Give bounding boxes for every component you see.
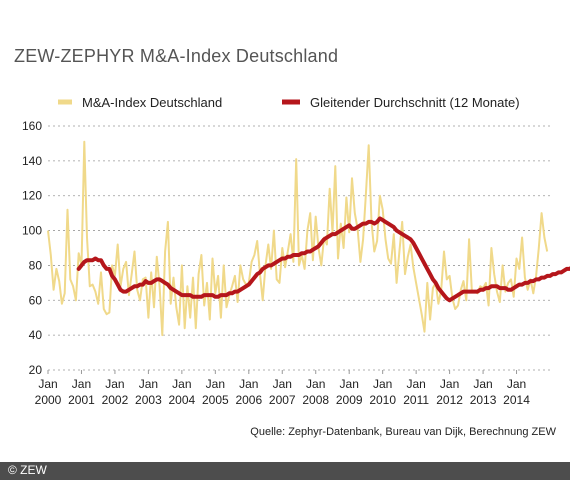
x-tick-label-year: 2007 (269, 393, 296, 407)
x-tick-label-month: Jan (306, 377, 325, 391)
source-note: Quelle: Zephyr-Datenbank, Bureau van Dij… (250, 426, 556, 438)
x-tick-label-month: Jan (406, 377, 425, 391)
x-tick-label-month: Jan (172, 377, 191, 391)
x-tick-label-year: 2004 (169, 393, 196, 407)
x-tick-label-year: 2001 (68, 393, 95, 407)
x-tick-label-month: Jan (340, 377, 359, 391)
y-tick-label: 60 (29, 293, 43, 307)
x-tick-label-month: Jan (105, 377, 124, 391)
x-tick-label-month: Jan (440, 377, 459, 391)
x-tick-label-month: Jan (139, 377, 158, 391)
footer-bar: © ZEW (0, 462, 570, 480)
y-tick-label: 80 (29, 258, 43, 272)
x-tick-label-month: Jan (72, 377, 91, 391)
legend-label-moving-average: Gleitender Durchschnitt (12 Monate) (310, 95, 520, 110)
x-tick-label-year: 2008 (302, 393, 329, 407)
y-tick-label: 100 (22, 224, 42, 238)
x-tick-label-year: 2000 (35, 393, 62, 407)
y-tick-label: 40 (29, 328, 43, 342)
x-tick-label-month: Jan (38, 377, 57, 391)
x-tick-label-month: Jan (206, 377, 225, 391)
x-tick-label-month: Jan (373, 377, 392, 391)
legend-label-index: M&A-Index Deutschland (82, 95, 222, 110)
x-tick-label-year: 2005 (202, 393, 229, 407)
series-line-moving-average (76, 216, 570, 303)
x-tick-label-year: 2013 (470, 393, 497, 407)
x-tick-label-year: 2003 (135, 393, 162, 407)
x-tick-label-year: 2012 (436, 393, 463, 407)
y-axis: 20 40 60 80 100 120 140 160 (22, 119, 42, 377)
y-tick-label: 160 (22, 119, 42, 133)
x-tick-label-month: Jan (273, 377, 292, 391)
x-tick-label-year: 2002 (102, 393, 129, 407)
legend: M&A-Index Deutschland Gleitender Durchsc… (58, 95, 520, 110)
x-axis: Jan 2000 Jan 2001 Jan 2002 Jan 2003 Jan 2004 Jan 20… (35, 370, 530, 407)
x-tick-label-year: 2014 (503, 393, 530, 407)
x-tick-label-month: Jan (473, 377, 492, 391)
y-tick-label: 140 (22, 154, 42, 168)
series-line-index (47, 140, 549, 337)
chart: M&A-Index Deutschland Gleitender Durchsc… (22, 95, 570, 407)
x-tick-label-month: Jan (239, 377, 258, 391)
copyright-label: © ZEW (8, 463, 47, 477)
x-tick-label-year: 2009 (336, 393, 363, 407)
x-tick-label-year: 2006 (235, 393, 262, 407)
x-tick-label-month: Jan (507, 377, 526, 391)
y-tick-label: 120 (22, 189, 42, 203)
x-tick-label-year: 2011 (403, 393, 429, 407)
y-tick-label: 20 (29, 363, 43, 377)
chart-title: ZEW-ZEPHYR M&A-Index Deutschland (14, 46, 339, 66)
x-tick-label-year: 2010 (369, 393, 396, 407)
